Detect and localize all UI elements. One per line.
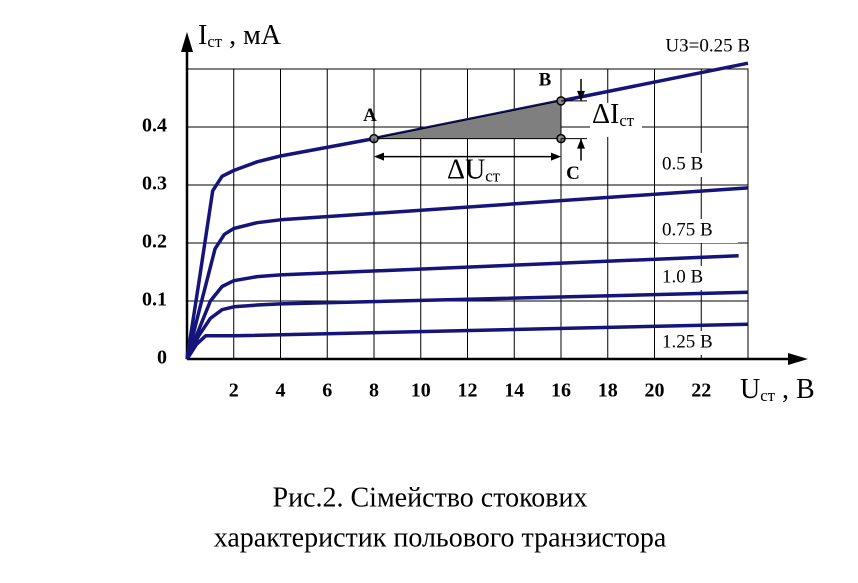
y-axis-label-unit: , мА <box>222 20 282 51</box>
y-axis-label-sub: ст <box>207 32 222 51</box>
label-bg <box>658 266 738 290</box>
x-tick-label: 6 <box>322 380 332 402</box>
x-tick-label: 14 <box>504 380 524 402</box>
x-axis-label-unit: , В <box>775 374 815 405</box>
caption-line: Рис.2. Сімейство стокових <box>273 482 588 513</box>
x-tick-label: 10 <box>411 380 431 402</box>
series-label: 0.75 В <box>662 219 713 240</box>
series-label: UЗ=0.25 В <box>665 35 750 56</box>
curve <box>185 254 739 360</box>
y-axis-label-symbol: I <box>198 20 207 51</box>
x-tick-label: 2 <box>229 380 239 402</box>
x-tick-label: 16 <box>551 380 571 402</box>
curve <box>185 322 749 360</box>
delta-u-label: ΔUст <box>447 155 501 186</box>
label-bg <box>658 153 738 177</box>
dim-arrow <box>577 90 585 149</box>
delta-i-label-symbol: ΔI <box>592 99 619 130</box>
label-bg <box>658 331 738 355</box>
caption-line: характеристик польового транзистора <box>214 522 667 553</box>
x-tick-label: 20 <box>645 380 665 402</box>
delta-u-label-symbol: ΔU <box>447 155 485 186</box>
series-label: 1.0 В <box>662 266 703 287</box>
point-label: C <box>566 163 580 184</box>
delta-triangle <box>373 100 562 140</box>
y-tick-label: 0 <box>157 347 167 369</box>
point-label: A <box>363 105 377 126</box>
point-label: B <box>539 69 552 90</box>
y-arrow <box>181 32 193 52</box>
delta-u-label-sub: ст <box>485 166 500 185</box>
x-axis-label-symbol: U <box>740 374 760 405</box>
x-axis-label: Uст , В <box>740 374 815 405</box>
x-tick-label: 8 <box>369 380 379 402</box>
y-tick-label: 0.2 <box>142 231 167 253</box>
series-label: 0.5 В <box>662 153 703 174</box>
label-bg <box>590 102 642 137</box>
x-arrow <box>788 353 808 365</box>
x-tick-label: 12 <box>458 380 478 402</box>
y-tick-label: 0.3 <box>142 173 167 195</box>
curve <box>185 186 749 360</box>
y-axis-label: Iст , мА <box>198 20 282 51</box>
x-tick-label: 18 <box>598 380 618 402</box>
delta-i-label-sub: ст <box>619 111 634 130</box>
label-bg <box>658 219 738 243</box>
y-tick-label: 0.1 <box>142 289 167 311</box>
y-tick-label: 0.4 <box>142 115 167 137</box>
x-tick-label: 4 <box>276 380 286 402</box>
x-tick-label: 22 <box>691 380 711 402</box>
curve <box>185 290 749 360</box>
series-label: 1.25 В <box>662 331 713 352</box>
x-axis-label-sub: ст <box>760 386 775 405</box>
delta-i-label: ΔIст <box>592 99 635 130</box>
